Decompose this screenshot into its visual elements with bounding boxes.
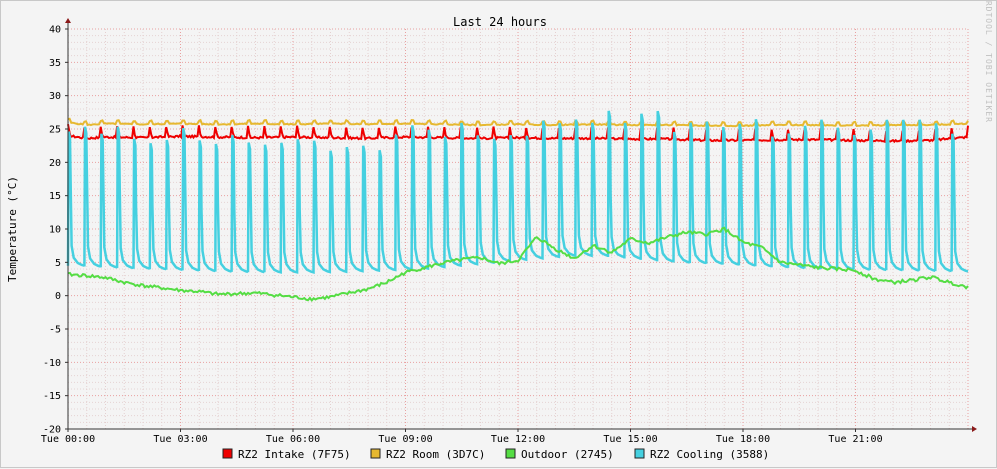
chart-title: Last 24 hours [453,15,547,29]
y-tick-label: -15 [43,391,61,402]
x-tick-label: Tue 18:00 [716,434,770,445]
y-tick-label: -5 [49,325,61,336]
legend-swatch [634,448,645,459]
x-tick-label: Tue 21:00 [828,434,882,445]
y-axis-arrow [65,18,71,23]
legend-label: RZ2 Cooling (3588) [650,448,769,461]
x-axis-arrow [972,426,977,432]
y-tick-label: 0 [55,291,61,302]
x-tick-label: Tue 12:00 [491,434,545,445]
y-tick-label: 10 [49,225,61,236]
y-tick-labels: 40 35 30 25 20 15 10 5 0 -5 -10 -15 -20 [43,25,61,436]
legend-label: Outdoor (2745) [521,448,614,461]
legend-swatch [370,448,381,459]
legend-label: RZ2 Room (3D7C) [386,448,485,461]
series-line-intake [67,124,969,144]
x-tick-labels: Tue 00:00 Tue 03:00 Tue 06:00 Tue 09:00 Tue … [41,434,883,445]
y-tick-label: 5 [55,258,61,269]
legend-swatch [222,448,233,459]
series-line-room [67,117,969,128]
y-tick-label: 25 [49,125,61,136]
x-tick-label: Tue 00:00 [41,434,95,445]
y-tick-label: 35 [49,58,61,69]
rrdtool-watermark: RRDTOOL / TOBI OETIKER [984,1,993,123]
x-tick-label: Tue 15:00 [603,434,657,445]
legend: RZ2 Intake (7F75) RZ2 Room (3D7C) Outdoor … [222,448,769,461]
y-tick-label: 20 [49,158,61,169]
axes [65,18,977,432]
y-tick-label: 30 [49,91,61,102]
series-line-outdoor [67,226,969,302]
x-tick-label: Tue 06:00 [266,434,320,445]
y-tick-label: -10 [43,358,61,369]
y-axis-label: Temperature (°C) [6,176,19,282]
legend-label: RZ2 Intake (7F75) [238,448,351,461]
y-tick-label: -20 [43,425,61,436]
x-tick-label: Tue 09:00 [378,434,432,445]
legend-swatch [505,448,516,459]
series-lines [66,110,969,302]
y-tick-label: 40 [49,25,61,36]
grid [67,28,969,430]
x-tick-label: Tue 03:00 [153,434,207,445]
y-tick-label: 15 [49,191,61,202]
